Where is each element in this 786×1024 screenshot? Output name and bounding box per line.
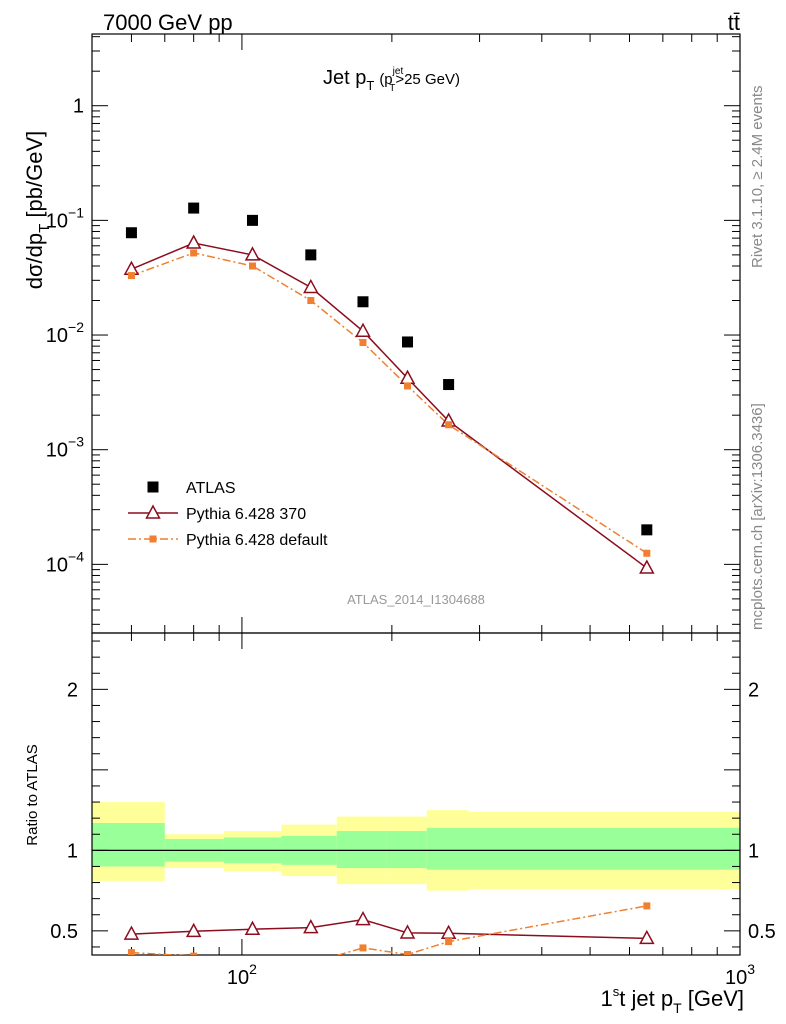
ratio-y-tick-label: 0.5 (50, 921, 78, 943)
ylabel-main: dσ/dp (22, 233, 47, 289)
legend-label: Pythia 6.428 370 (186, 506, 306, 523)
energy-label: 7000 GeV pp (103, 10, 233, 35)
data-point-0 (443, 379, 455, 391)
ratio-point-0 (244, 920, 261, 935)
data-point-2 (190, 249, 198, 257)
ratio-y-tick-label-right: 1 (748, 840, 759, 862)
ratio-point-0 (440, 924, 457, 940)
data-point-0 (188, 202, 200, 214)
x-tick-label: 102 (227, 961, 257, 989)
ratio-point-0 (123, 925, 140, 940)
legend-marker (147, 481, 159, 493)
ratio-y-tick-label-right: 0.5 (748, 921, 776, 943)
data-point-1 (303, 278, 319, 294)
main-series (123, 202, 655, 574)
rivet-label: Rivet 3.1.10, ≥ 2.4M events (749, 86, 766, 269)
ratio-point-0 (185, 922, 202, 938)
data-point-1 (355, 322, 371, 337)
y-tick-label: 10−2 (46, 319, 84, 347)
ratio-axis-ticks: 0.5 0.5 1 1 2 2 102 103 (50, 633, 776, 989)
data-point-2 (359, 339, 367, 347)
uncertainty-band-green (92, 822, 165, 867)
process-label: tt̄ (728, 10, 740, 35)
title-cut-sub: T (389, 83, 395, 94)
ylabel-sub: T (36, 224, 53, 233)
ylabel-unit: [pb/GeV] (22, 131, 47, 224)
data-point-2 (643, 549, 651, 557)
ratio-series-clipped (123, 902, 655, 955)
ratio-line-0 (131, 918, 647, 940)
ratio-y-tick-label: 1 (67, 840, 78, 862)
mcplots-label: mcplots.cern.ch [arXiv:1306.3436] (749, 403, 766, 630)
legend-marker (145, 504, 161, 519)
data-point-0 (125, 227, 137, 239)
ratio-bands (92, 802, 740, 891)
ratio-point-0 (303, 919, 319, 934)
ratio-point-1 (643, 902, 651, 910)
ratio-point-1 (359, 944, 367, 952)
legend-label: ATLAS (186, 480, 236, 497)
title-main-sub: T (366, 78, 374, 93)
ratio-frame (91, 632, 741, 956)
uncertainty-band-green (426, 827, 469, 870)
y-tick-label: 10−4 (46, 548, 84, 576)
main-panel: 110−110−210−310−4 Jet pT (pjet T>25 GeV) d… (22, 33, 741, 634)
xlabel-unit: [GeV] (682, 986, 744, 1011)
data-point-0 (305, 249, 317, 261)
main-axis-ticks: 1 10−1 10−2 10−3 10−4 (46, 34, 741, 633)
uncertainty-band-green (386, 831, 427, 869)
ratio-line-1 (131, 905, 647, 955)
series-line-2 (131, 252, 648, 554)
x-tick-label: 103 (725, 961, 755, 989)
title-cut-sup: jet (392, 66, 404, 77)
data-point-0 (357, 296, 369, 308)
data-point-0 (641, 524, 653, 536)
data-point-2 (248, 262, 256, 270)
main-ylabel: dσ/dpT [pb/GeV] (22, 131, 53, 290)
data-point-1 (244, 246, 261, 261)
title-cut-open: (p (379, 71, 392, 88)
uncertainty-band-green (468, 827, 740, 870)
ratio-point-0 (355, 911, 371, 926)
title-main: Jet p (323, 67, 366, 89)
uncertainty-band-green (336, 831, 387, 869)
xlabel-sub: T (673, 1000, 682, 1016)
ratio-series (123, 902, 655, 955)
ratio-point-1 (445, 938, 453, 946)
data-point-2 (404, 382, 412, 390)
legend-marker (149, 535, 157, 543)
data-point-2 (127, 272, 135, 280)
series-line-1 (131, 242, 648, 569)
data-point-1 (185, 234, 202, 249)
data-point-2 (307, 297, 315, 305)
data-point-2 (445, 421, 453, 429)
xlabel-sup: s (613, 984, 620, 999)
ratio-y-tick-label-right: 2 (748, 679, 759, 701)
y-tick-label: 1 (73, 96, 84, 118)
title-cut-rest: >25 GeV) (395, 71, 460, 88)
main-title: Jet pT (pjet T>25 GeV) (323, 66, 460, 94)
ratio-point-1 (127, 949, 135, 955)
ratio-xlabel: 1st jet pT [GeV] (601, 984, 744, 1016)
y-tick-label: 10−3 (46, 434, 84, 462)
y-tick-label: 10−1 (46, 204, 84, 232)
xlabel-main: 1 (601, 986, 613, 1011)
ratio-y-tick-label: 2 (67, 679, 78, 701)
watermark: ATLAS_2014_I1304688 (347, 592, 485, 607)
ratio-ylabel: Ratio to ATLAS (24, 744, 41, 845)
xlabel-mid: t jet p (619, 986, 673, 1011)
legend: ATLAS Pythia 6.428 370 Pythia 6.428 defaul… (128, 480, 328, 549)
ratio-point-0 (399, 924, 416, 939)
ratio-point-0 (639, 929, 655, 945)
ratio-point-1 (190, 952, 198, 955)
data-point-1 (639, 559, 655, 574)
data-point-0 (246, 214, 258, 226)
data-point-0 (402, 336, 414, 348)
legend-label: Pythia 6.428 default (186, 532, 328, 549)
ratio-point-1 (404, 951, 412, 955)
